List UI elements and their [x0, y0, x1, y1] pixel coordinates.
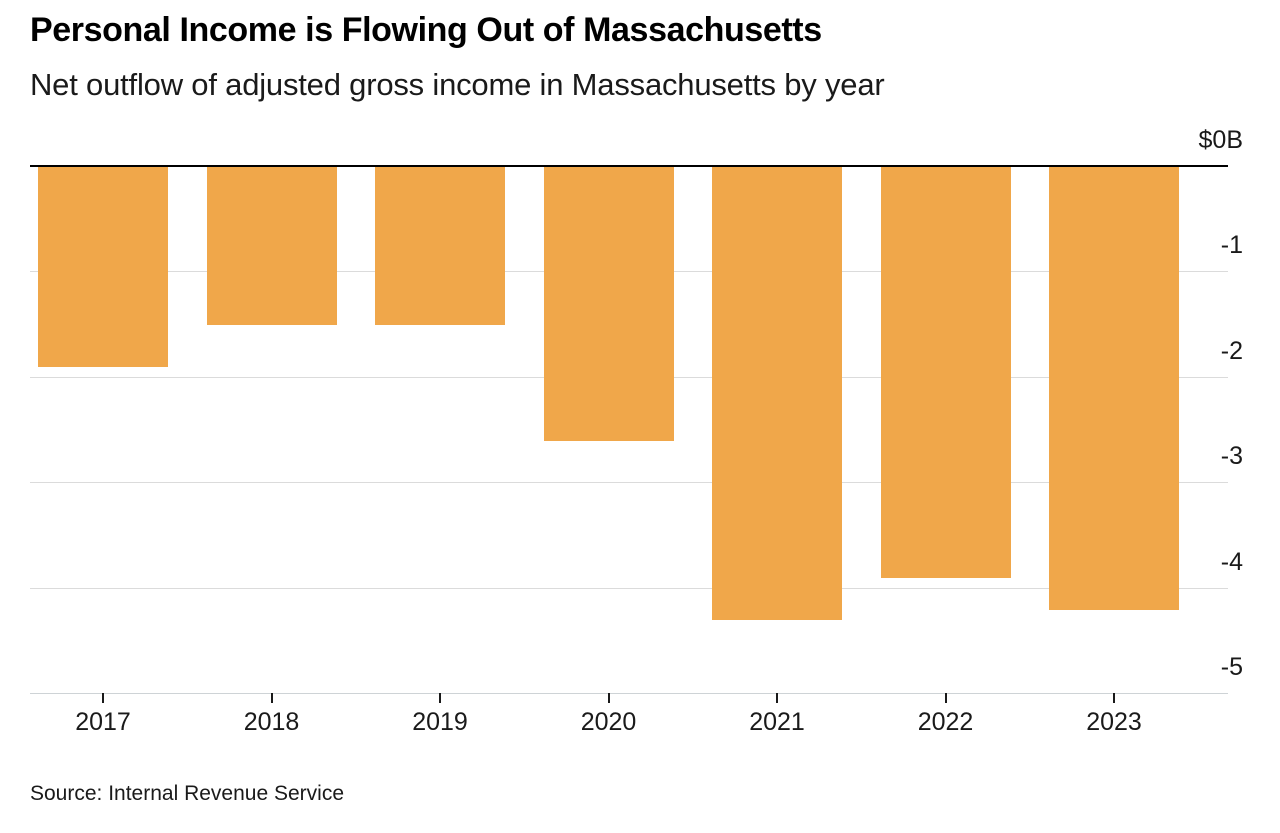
y-tick-label: -5 [1220, 653, 1243, 681]
x-axis-tick [270, 693, 273, 703]
x-axis-tick [1113, 693, 1115, 703]
x-axis-tick [607, 693, 610, 703]
x-axis-tick [776, 693, 778, 703]
x-tick-label: 2022 [917, 708, 974, 736]
y-tick-label: -2 [1220, 337, 1243, 365]
x-axis-tick [944, 693, 947, 703]
x-tick-label: 2023 [1086, 708, 1142, 736]
chart-title: Personal Income is Flowing Out of Massac… [30, 11, 822, 49]
y-tick-label: -4 [1220, 548, 1243, 576]
gridline [30, 482, 1228, 483]
x-tick-label: 2021 [749, 708, 805, 736]
y-tick-label: -1 [1220, 231, 1243, 259]
bar-2023 [1049, 167, 1179, 610]
bar-2018 [207, 167, 337, 325]
x-tick-label: 2019 [412, 708, 468, 736]
bar-2021 [712, 167, 842, 620]
y-axis-top-label: $0B [1198, 126, 1243, 154]
gridline [30, 693, 1228, 694]
source-note: Source: Internal Revenue Service [30, 782, 345, 805]
bar-2019 [375, 167, 505, 325]
chart-subtitle: Net outflow of adjusted gross income in … [30, 67, 885, 102]
bar-2022 [881, 167, 1011, 578]
y-tick-label: -3 [1220, 442, 1243, 470]
bar-2020 [544, 167, 674, 441]
gridline [30, 588, 1228, 589]
x-axis-tick [439, 693, 441, 703]
x-tick-label: 2017 [75, 708, 131, 736]
bar-2017 [38, 167, 168, 367]
zero-axis-line [30, 165, 1228, 167]
x-tick-label: 2020 [580, 708, 637, 736]
x-tick-label: 2018 [243, 708, 300, 736]
x-axis-tick [102, 693, 104, 703]
